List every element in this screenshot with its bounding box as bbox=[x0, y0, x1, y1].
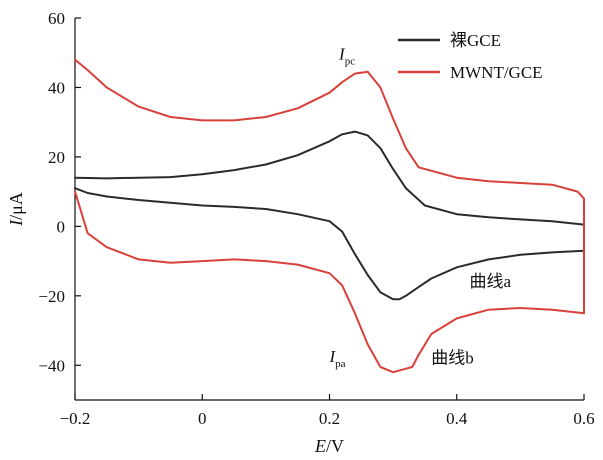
x-tick-label: −0.2 bbox=[60, 409, 91, 428]
series-line-mwnt-gce bbox=[74, 58, 585, 374]
y-tick-label: 60 bbox=[48, 9, 65, 28]
legend-label: 裸GCE bbox=[450, 31, 501, 50]
x-tick-label: 0.4 bbox=[446, 409, 468, 428]
x-tick-label: 0.2 bbox=[319, 409, 340, 428]
x-tick-label: 0.6 bbox=[573, 409, 594, 428]
annotation-label: 曲线b bbox=[431, 349, 474, 368]
y-tick-label: 0 bbox=[57, 217, 66, 236]
y-tick-label: 20 bbox=[48, 148, 65, 167]
annotation-label: 曲线a bbox=[469, 272, 511, 291]
annotation-label: Ipc bbox=[338, 45, 355, 68]
y-tick-label: 40 bbox=[48, 78, 65, 97]
series-line-bare-gce bbox=[74, 130, 585, 301]
x-tick-label: 0 bbox=[198, 409, 207, 428]
annotation-label: Ipa bbox=[329, 347, 346, 370]
y-tick-label: −20 bbox=[38, 287, 65, 306]
y-axis-title: I/μA bbox=[6, 192, 26, 227]
legend: 裸GCE MWNT/GCE bbox=[398, 31, 543, 82]
y-tick-label: −40 bbox=[38, 356, 65, 375]
x-axis-title: E/V bbox=[314, 436, 344, 456]
legend-label: MWNT/GCE bbox=[450, 63, 543, 82]
